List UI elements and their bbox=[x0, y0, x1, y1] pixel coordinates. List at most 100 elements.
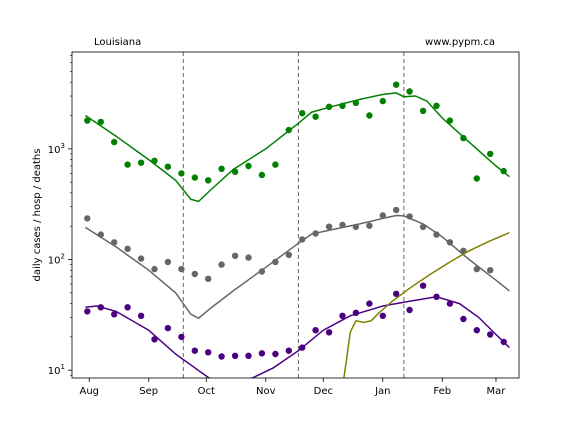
series-2-point-18 bbox=[326, 329, 332, 335]
series-0-point-5 bbox=[151, 158, 157, 164]
series-0-point-0 bbox=[84, 117, 90, 123]
series-0-point-20 bbox=[353, 100, 359, 106]
series-0-point-28 bbox=[460, 135, 466, 141]
series-1-point-1 bbox=[98, 231, 104, 237]
series-0-point-24 bbox=[406, 88, 412, 94]
series-1-point-10 bbox=[218, 261, 224, 267]
series-2-point-31 bbox=[501, 339, 507, 345]
series-2-point-12 bbox=[245, 353, 251, 359]
series-0-point-11 bbox=[232, 169, 238, 175]
series-0-point-12 bbox=[245, 163, 251, 169]
series-0-point-30 bbox=[487, 151, 493, 157]
series-0-point-14 bbox=[272, 161, 278, 167]
series-2-point-3 bbox=[124, 304, 130, 310]
series-2-point-22 bbox=[380, 313, 386, 319]
series-0-point-21 bbox=[366, 112, 372, 118]
series-1-point-24 bbox=[406, 213, 412, 219]
series-2-point-19 bbox=[339, 313, 345, 319]
series-1-point-7 bbox=[178, 266, 184, 272]
x-tick-label-4: Dec bbox=[314, 386, 333, 397]
series-1-point-14 bbox=[272, 259, 278, 265]
x-tick-label-2: Oct bbox=[198, 386, 215, 397]
series-1-point-30 bbox=[487, 267, 493, 273]
series-1-point-29 bbox=[474, 266, 480, 272]
series-0-point-23 bbox=[393, 82, 399, 88]
series-2-point-21 bbox=[366, 300, 372, 306]
series-1-point-8 bbox=[192, 271, 198, 277]
series-2-point-17 bbox=[312, 327, 318, 333]
series-1-point-25 bbox=[420, 224, 426, 230]
series-0-point-3 bbox=[124, 161, 130, 167]
series-1-point-20 bbox=[353, 224, 359, 230]
series-2-point-5 bbox=[151, 336, 157, 342]
series-0-point-16 bbox=[299, 110, 305, 116]
series-2-point-14 bbox=[272, 351, 278, 357]
series-2-point-13 bbox=[259, 350, 265, 356]
series-2-point-15 bbox=[286, 348, 292, 354]
series-2-point-10 bbox=[218, 353, 224, 359]
series-0-point-4 bbox=[138, 160, 144, 166]
series-2-point-11 bbox=[232, 353, 238, 359]
series-2-point-20 bbox=[353, 310, 359, 316]
series-2-point-7 bbox=[178, 334, 184, 340]
series-0-point-19 bbox=[339, 103, 345, 109]
chart-title-left: Louisiana bbox=[94, 37, 141, 48]
series-0-point-26 bbox=[433, 103, 439, 109]
series-0-point-1 bbox=[98, 119, 104, 125]
chart-title-right: www.pypm.ca bbox=[425, 37, 495, 48]
series-2-point-2 bbox=[111, 311, 117, 317]
series-1-point-11 bbox=[232, 253, 238, 259]
x-tick-label-5: Jan bbox=[374, 386, 390, 397]
series-0-point-15 bbox=[286, 127, 292, 133]
series-1-point-16 bbox=[299, 236, 305, 242]
series-2-point-27 bbox=[447, 300, 453, 306]
series-1-point-21 bbox=[366, 223, 372, 229]
series-0-point-18 bbox=[326, 104, 332, 110]
x-tick-label-1: Sep bbox=[139, 386, 158, 397]
series-1-point-5 bbox=[151, 266, 157, 272]
series-0-point-27 bbox=[447, 117, 453, 123]
series-1-point-9 bbox=[205, 276, 211, 282]
series-2-point-1 bbox=[98, 304, 104, 310]
series-2-point-0 bbox=[84, 308, 90, 314]
series-0-point-2 bbox=[111, 139, 117, 145]
series-1-point-0 bbox=[84, 215, 90, 221]
series-1-point-22 bbox=[380, 212, 386, 218]
series-0-point-9 bbox=[205, 177, 211, 183]
series-1-point-19 bbox=[339, 222, 345, 228]
series-1-point-18 bbox=[326, 224, 332, 230]
series-2-point-6 bbox=[165, 325, 171, 331]
series-2-point-25 bbox=[420, 283, 426, 289]
series-1-point-15 bbox=[286, 252, 292, 258]
series-1-point-3 bbox=[124, 246, 130, 252]
series-2-point-4 bbox=[138, 313, 144, 319]
series-1-point-13 bbox=[259, 268, 265, 274]
x-tick-label-7: Mar bbox=[487, 386, 507, 397]
series-2-point-24 bbox=[406, 307, 412, 313]
series-1-point-23 bbox=[393, 207, 399, 213]
series-1-point-12 bbox=[245, 254, 251, 260]
series-2-point-29 bbox=[474, 327, 480, 333]
series-0-point-13 bbox=[259, 172, 265, 178]
x-tick-label-6: Feb bbox=[433, 386, 451, 397]
y-axis-label: daily cases / hosp / deaths bbox=[32, 149, 43, 282]
series-1-point-26 bbox=[433, 231, 439, 237]
series-2-point-9 bbox=[205, 349, 211, 355]
series-1-point-6 bbox=[165, 259, 171, 265]
series-1-point-27 bbox=[447, 239, 453, 245]
series-0-point-17 bbox=[312, 114, 318, 120]
series-0-point-10 bbox=[218, 166, 224, 172]
series-0-point-22 bbox=[380, 98, 386, 104]
series-0-point-7 bbox=[178, 170, 184, 176]
series-2-point-30 bbox=[487, 331, 493, 337]
series-1-point-4 bbox=[138, 255, 144, 261]
series-2-point-8 bbox=[192, 348, 198, 354]
series-0-point-31 bbox=[501, 168, 507, 174]
series-0-point-25 bbox=[420, 108, 426, 114]
series-2-point-16 bbox=[299, 344, 305, 350]
series-0-point-8 bbox=[192, 174, 198, 180]
series-0-point-6 bbox=[165, 164, 171, 170]
series-2-point-26 bbox=[433, 294, 439, 300]
x-tick-label-3: Nov bbox=[256, 386, 276, 397]
